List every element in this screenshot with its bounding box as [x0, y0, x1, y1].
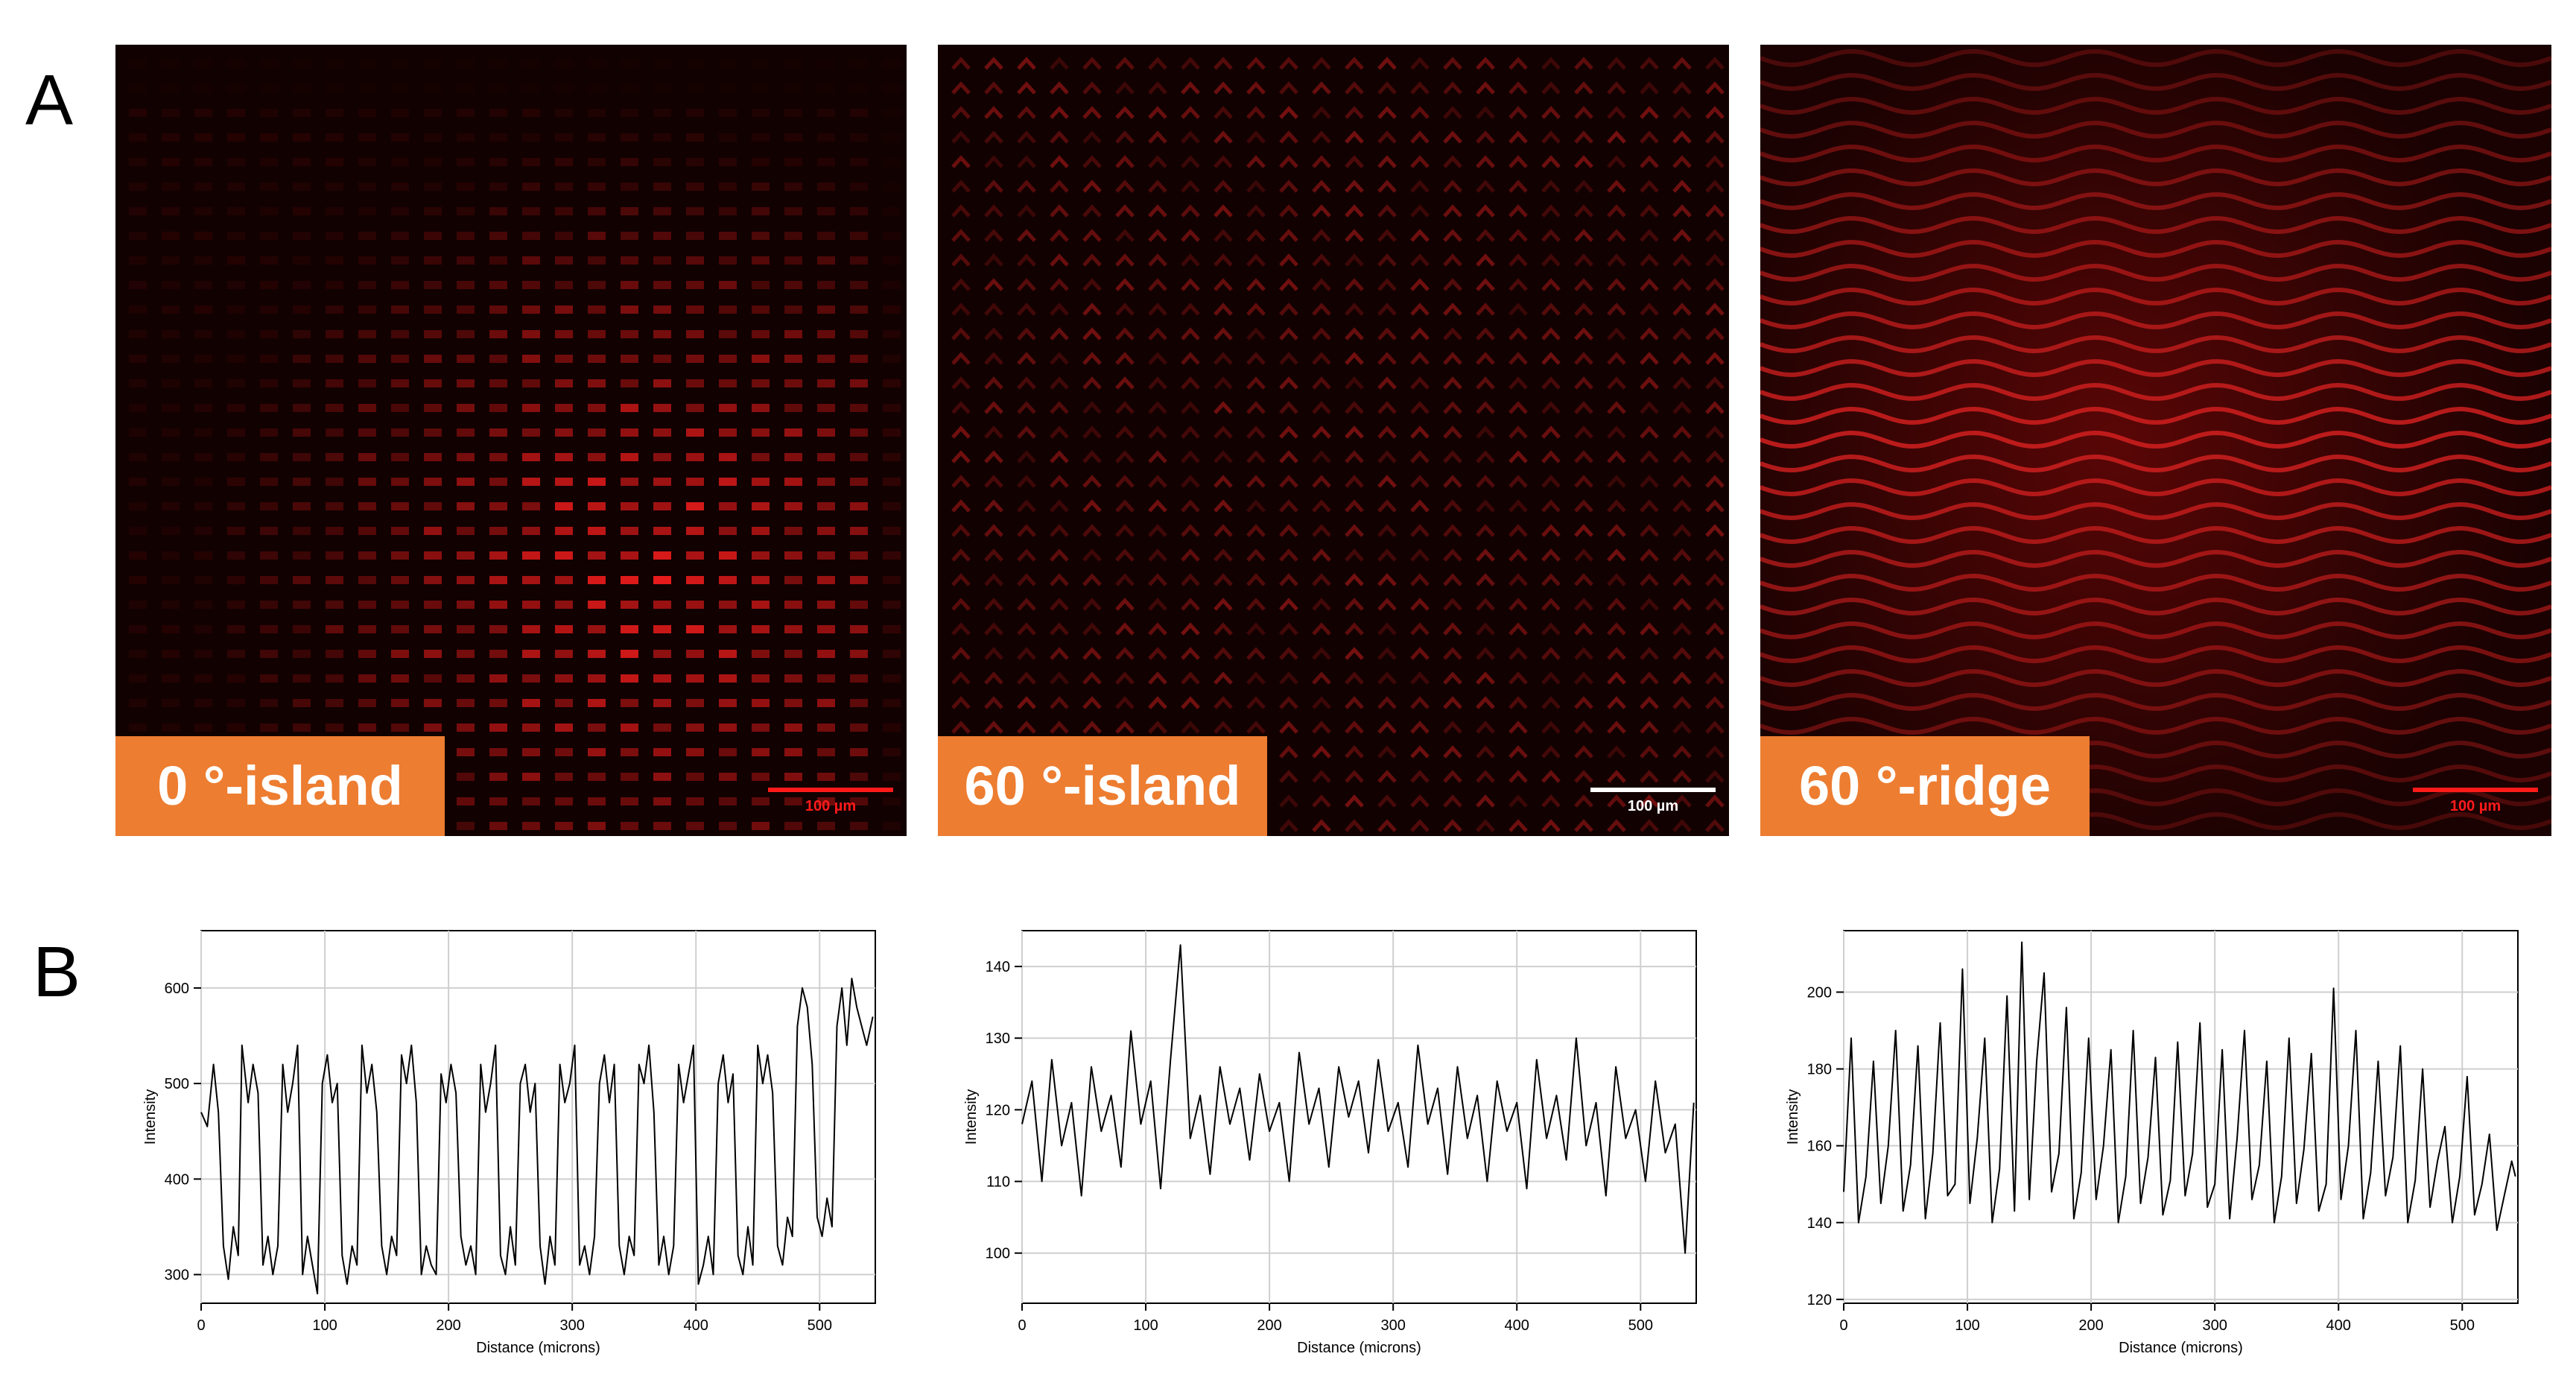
profile-plot-0-island: 0 100 200 300 400 500 300 400 500 600 Distance (mi…: [142, 930, 876, 1356]
x-axis-label: Distance (microns): [2119, 1340, 2243, 1356]
micrograph-60-island: 100 µm 60 °-island: [938, 45, 1729, 836]
profile-plot-60-island: 0 100 200 300 400 500 100 110 120 130 140 Distance …: [963, 930, 1697, 1356]
x-tick-label: 200: [1257, 1317, 1281, 1334]
profile-plot-60-ridge: 0 100 200 300 400 500 120 140 160 180 200 Distance …: [1785, 930, 2519, 1356]
x-tick-label: 100: [1133, 1317, 1158, 1334]
scale-bar-line: [768, 788, 893, 792]
intensity-series-line: [200, 978, 874, 1295]
intensity-series-line: [1021, 944, 1695, 1254]
plot-area: [200, 930, 876, 1304]
x-tick-label: 100: [1955, 1317, 1979, 1334]
fluorescence-pattern: [1760, 45, 2551, 836]
y-tick-label: 140: [1807, 1215, 1832, 1232]
y-tick-label: 400: [165, 1171, 189, 1188]
y-tick-label: 100: [986, 1246, 1010, 1262]
y-axis-label: Intensity: [142, 1089, 159, 1145]
x-tick-label: 0: [197, 1317, 205, 1334]
x-tick-label: 0: [1018, 1317, 1026, 1334]
fluorescence-pattern: [129, 109, 901, 830]
y-tick-label: 140: [986, 959, 1010, 975]
x-tick-label: 500: [2450, 1317, 2475, 1334]
scale-bar-line: [1590, 788, 1716, 792]
y-tick-label: 160: [1807, 1139, 1832, 1155]
y-tick-label: 500: [165, 1076, 189, 1092]
scale-bar: 100 µm: [1590, 788, 1716, 815]
intensity-series-line: [1843, 941, 2516, 1232]
scale-bar: 100 µm: [2413, 788, 2538, 815]
scale-bar-line: [2413, 788, 2538, 792]
y-tick-label: 200: [1807, 984, 1832, 1001]
x-axis-label: Distance (microns): [476, 1340, 600, 1356]
condition-label: 0 °-island: [115, 736, 445, 836]
x-axis-label: Distance (microns): [1297, 1340, 1421, 1356]
x-tick-label: 400: [2326, 1317, 2351, 1334]
y-tick-label: 120: [986, 1102, 1010, 1118]
micrograph-0-island: 100 µm 0 °-island: [115, 45, 907, 836]
fluorescence-pattern: [951, 57, 1725, 832]
x-tick-label: 200: [2078, 1317, 2103, 1334]
y-tick-label: 130: [986, 1031, 1010, 1047]
island-array: [129, 109, 901, 830]
y-tick-label: 120: [1807, 1292, 1832, 1308]
x-tick-label: 500: [1628, 1317, 1653, 1334]
x-tick-label: 300: [559, 1317, 584, 1334]
panel-letter-a: A: [25, 60, 74, 140]
x-tick-label: 200: [436, 1317, 460, 1334]
x-tick-label: 0: [1839, 1317, 1847, 1334]
x-tick-label: 300: [2202, 1317, 2227, 1334]
y-tick-label: 110: [986, 1174, 1010, 1191]
chevron-array: [951, 57, 1725, 832]
x-tick-label: 400: [1505, 1317, 1529, 1334]
y-tick-label: 600: [165, 981, 189, 997]
panel-letter-b: B: [33, 932, 81, 1012]
x-tick-label: 400: [684, 1317, 708, 1334]
y-axis-label: Intensity: [1785, 1089, 1801, 1145]
condition-label: 60 °-island: [938, 736, 1267, 836]
micrograph-60-ridge: 100 µm 60 °-ridge: [1760, 45, 2551, 836]
scale-bar-label: 100 µm: [1627, 798, 1679, 814]
plot-area: [1021, 930, 1697, 1304]
x-tick-label: 100: [312, 1317, 337, 1334]
scale-bar-label: 100 µm: [2449, 798, 2502, 814]
y-tick-label: 300: [165, 1267, 189, 1284]
scale-bar-label: 100 µm: [805, 798, 857, 814]
x-tick-label: 300: [1380, 1317, 1405, 1334]
condition-label: 60 °-ridge: [1760, 736, 2090, 836]
y-axis-label: Intensity: [963, 1089, 980, 1145]
y-tick-label: 180: [1807, 1062, 1832, 1078]
scale-bar: 100 µm: [768, 788, 893, 815]
x-tick-label: 500: [808, 1317, 832, 1334]
